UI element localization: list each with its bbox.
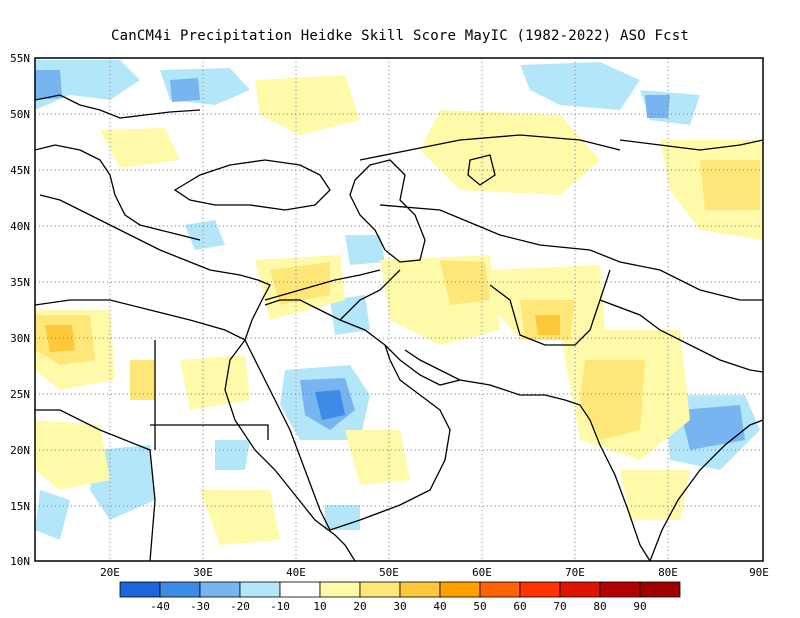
anomaly-yellow-africa [35,420,110,490]
lat-tick-label: 10N [10,555,30,568]
lat-tick-label: 50N [10,108,30,121]
colorbar-swatch [519,581,561,598]
anomaly-midblue-russia [645,95,670,118]
anomaly-blue-yemen [325,505,360,530]
colorbar-swatch [439,581,481,598]
anomaly-yellow-india-south [620,470,690,520]
lat-tick-label: 40N [10,220,30,233]
lon-tick-label: 30E [193,566,213,579]
anomaly-gold-india [580,360,645,440]
lon-tick-label: 20E [100,566,120,579]
colorbar-label: 50 [473,600,486,613]
lon-tick-label: 40E [286,566,306,579]
colorbar-label: -30 [190,600,210,613]
colorbar-label: -20 [230,600,250,613]
anomaly-blue-turkey [185,220,225,250]
colorbar-label: 80 [593,600,606,613]
lon-axis: 20E 30E 40E 50E 60E 70E 80E 90E [100,566,769,579]
colorbar-swatch [399,581,441,598]
colorbar-label: 20 [353,600,366,613]
anomaly-yellow-saudi [345,430,410,485]
anomaly-yellow-sudan [200,490,280,545]
anomaly-blue-caspian [345,235,385,265]
colorbar-label: 70 [553,600,566,613]
lat-tick-label: 35N [10,276,30,289]
colorbar-swatch [159,581,201,598]
anomaly-blue-sudan [215,440,250,470]
anomaly-blue-iraq [330,295,370,335]
colorbar-label: 90 [633,600,646,613]
anomaly-yellow-balkans [100,128,180,168]
colorbar-swatch [559,581,601,598]
colorbar-label: 40 [433,600,446,613]
anomaly-gold-iran [440,260,490,305]
colorbar-swatch [639,581,681,598]
colorbar-label: 60 [513,600,526,613]
colorbar-label: -40 [150,600,170,613]
anomaly-yellow-russia [255,75,360,135]
anomaly-yellow-kazakh [420,110,600,195]
colorbar-label: 30 [393,600,406,613]
colorbar-label: 10 [313,600,326,613]
colorbar-swatch [599,581,641,598]
colorbar-swatch [119,581,161,598]
colorbar: -40 -30 -20 -10 10 20 30 40 50 60 70 80 90 [119,581,681,613]
anomaly-blue-russia [520,62,640,110]
anomaly-yellow-egypt [180,355,250,410]
plot-frame [34,57,764,562]
anomaly-midblue-europe [35,70,62,100]
lat-tick-label: 25N [10,388,30,401]
coastlines [35,94,763,561]
lon-tick-label: 90E [749,566,769,579]
colorbar-swatch [359,581,401,598]
anomaly-darkblue-arabia [315,390,345,420]
shaded-anomalies [35,60,763,545]
anomaly-midblue-india [680,405,745,450]
lon-tick-label: 70E [565,566,585,579]
colorbar-swatch [319,581,361,598]
map-title: CanCM4i Precipitation Heidke Skill Score… [110,28,690,44]
anomaly-orange-pak [535,315,560,335]
lat-tick-label: 15N [10,500,30,513]
anomaly-gold-egypt [130,360,155,400]
lon-tick-label: 50E [379,566,399,579]
colorbar-label: -10 [270,600,290,613]
lon-tick-label: 80E [658,566,678,579]
lat-tick-label: 20N [10,444,30,457]
colorbar-swatch [279,581,321,598]
anomaly-gold-mongolia [700,160,760,210]
colorbar-swatch [239,581,281,598]
lat-tick-label: 30N [10,332,30,345]
anomaly-midblue-ukraine [170,78,200,102]
colorbar-swatch [199,581,241,598]
anomaly-blue-sea [35,490,70,540]
lon-tick-label: 60E [472,566,492,579]
lat-axis: 55N 50N 45N 40N 35N 30N 25N 20N 15N 10N [10,52,30,568]
colorbar-swatch [479,581,521,598]
lat-tick-label: 45N [10,164,30,177]
lat-tick-label: 55N [10,52,30,65]
